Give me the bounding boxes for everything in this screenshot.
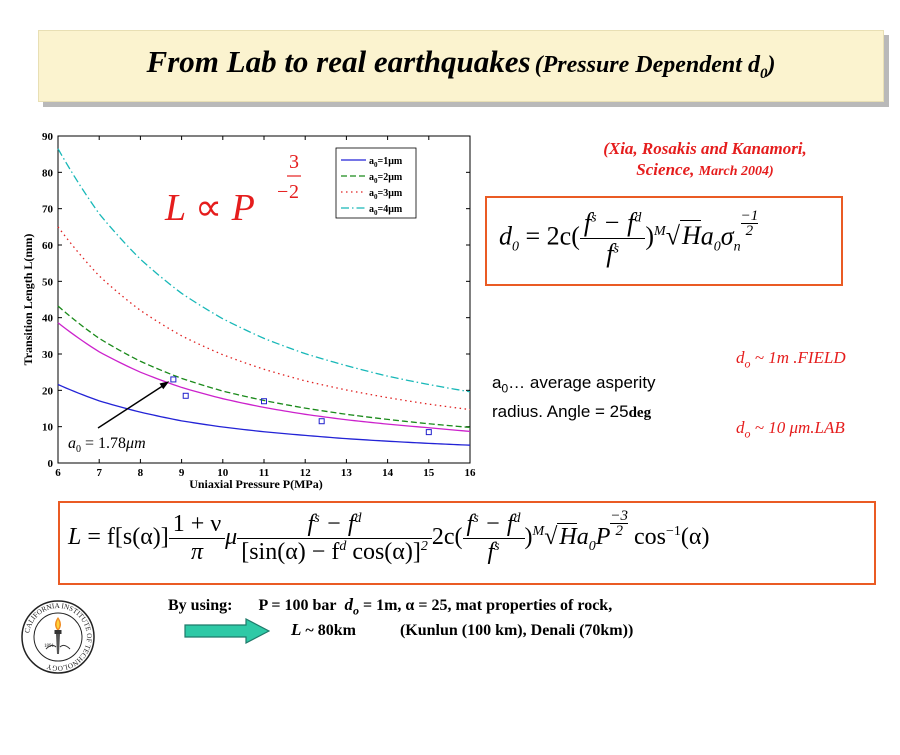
scaling-law: L ∝ P [164, 187, 255, 229]
y-tick-label: 30 [42, 349, 54, 361]
legend-label: a0=1μm [369, 156, 403, 169]
scaling-law-exp-sign: − [277, 181, 288, 203]
x-tick-label: 12 [300, 467, 312, 479]
title-bar: From Lab to real earthquakes (Pressure D… [38, 30, 884, 102]
x-tick-label: 8 [138, 467, 144, 479]
y-tick-label: 10 [42, 422, 54, 434]
y-tick-label: 0 [48, 458, 54, 470]
asperity-line1: a0… average asperity [492, 373, 656, 396]
legend-label: a0=4μm [369, 204, 403, 217]
a0-annotation: a0 = 1.78μm [68, 435, 146, 455]
x-axis-label: Uniaxial Pressure P(MPa) [189, 477, 323, 491]
using-line2: L ~ 80km (Kunlun (100 km), Denali (70km)… [291, 620, 634, 639]
series-line-4 [57, 148, 471, 393]
x-tick-label: 16 [465, 467, 477, 479]
series-line-2 [57, 305, 471, 429]
slide-title: From Lab to real earthquakes (Pressure D… [39, 44, 883, 83]
caltech-seal-logo: CALIFORNIA INSTITUTE OF TECHNOLOGY 1891 [21, 600, 95, 674]
y-tick-label: 40 [42, 313, 54, 325]
title-main: From Lab to real earthquakes [146, 44, 531, 79]
title-sub: (Pressure Dependent d0) [534, 52, 776, 82]
d0-equation: d0 = 2c(fs − fd fs)M√Ha0σn −1 2 [499, 207, 759, 269]
a0-arrow-head [159, 381, 170, 390]
measured-point [318, 418, 325, 425]
measured-point [261, 398, 267, 405]
measured-point [170, 376, 177, 383]
field-note: do ~ 1m .FIELD [736, 348, 846, 371]
result-arrow-icon [184, 618, 270, 644]
asperity-line2: radius. Angle = 25deg [492, 402, 652, 422]
d0-equation-box: d0 = 2c(fs − fd fs)M√Ha0σn −1 2 [485, 196, 843, 286]
measured-point [182, 392, 189, 399]
x-tick-label: 13 [341, 467, 353, 479]
y-tick-label: 20 [42, 385, 54, 397]
scaling-law-exp-num: 3 [289, 151, 299, 173]
scaling-law-exp-den: 2 [289, 181, 299, 203]
x-tick-label: 11 [259, 467, 269, 479]
x-tick-label: 14 [382, 467, 394, 479]
svg-text:1891: 1891 [44, 644, 55, 649]
d0-fraction: fs − fd fs [579, 208, 646, 269]
series-line-5 [57, 322, 471, 433]
citation-line2: Science, March 2004) [636, 160, 774, 179]
L-equation-box: L = f[s(α)] 1 + ν π μ fs − fd [sin(α) − fd co… [58, 501, 876, 585]
y-tick-label: 90 [42, 131, 54, 143]
lab-note: do ~ 10 μm.LAB [736, 418, 845, 441]
L-equation: L = f[s(α)] 1 + ν π μ fs − fd [sin(α) − fd co… [68, 508, 710, 565]
x-tick-label: 15 [423, 467, 435, 479]
y-tick-label: 60 [42, 240, 54, 252]
measured-point [425, 429, 432, 436]
y-tick-label: 50 [42, 276, 54, 288]
x-tick-label: 10 [217, 467, 229, 479]
x-tick-label: 9 [179, 467, 185, 479]
citation-line1: (Xia, Rosakis and Kanamori, [603, 139, 807, 158]
legend-label: a0=3μm [369, 188, 403, 201]
x-tick-label: 6 [55, 467, 61, 479]
citation: (Xia, Rosakis and Kanamori, Science, Mar… [555, 138, 855, 182]
y-tick-label: 70 [42, 204, 54, 216]
using-line1: By using: P = 100 bar do = 1m, α = 25, m… [168, 595, 613, 618]
y-tick-label: 80 [42, 167, 54, 179]
transition-length-chart: 6 7 8 9 10 11 12 13 14 15 16 0 10 20 30 40 50 60 70 80 90 Uni… [21, 131, 477, 491]
legend-label: a0=2μm [369, 172, 403, 185]
x-tick-label: 7 [96, 467, 102, 479]
series-line-3 [57, 226, 471, 411]
asperity-note: a0… average asperity radius. Angle = 25d… [492, 371, 656, 425]
a0-arrow-line [97, 383, 166, 429]
y-axis-label: Transition Length L(mm) [21, 234, 35, 366]
